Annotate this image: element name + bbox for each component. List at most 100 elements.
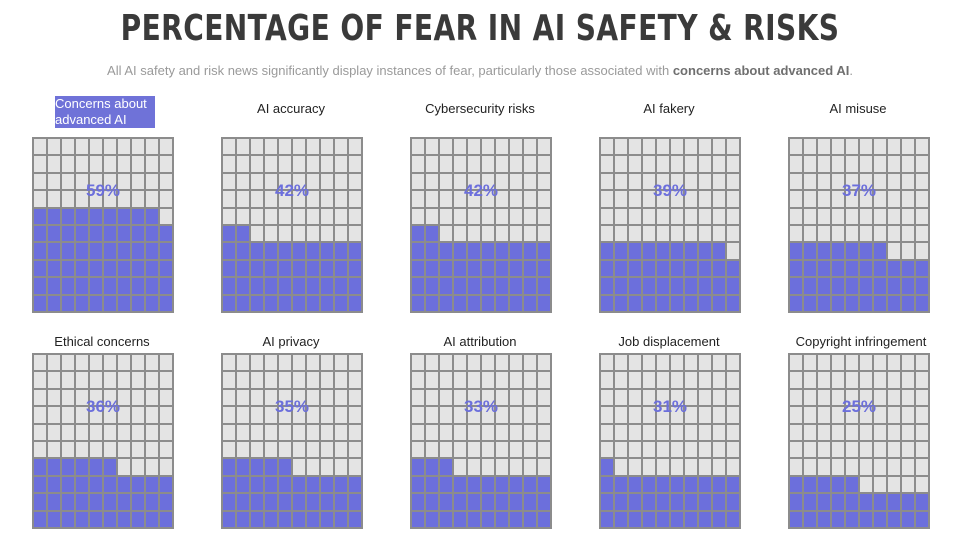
- waffle-cell: [495, 259, 509, 278]
- waffle-cell: [537, 138, 551, 156]
- panel-label-ai-attribution: AI attribution: [443, 334, 517, 349]
- waffle-cell: [306, 458, 320, 476]
- waffle-cell: [915, 294, 929, 312]
- waffle-cell: [600, 190, 614, 208]
- waffle-cell: [670, 406, 684, 424]
- waffle-cell: [131, 475, 145, 494]
- waffle-cell: [75, 172, 89, 191]
- waffle-cell: [334, 294, 348, 312]
- waffle-cell: [859, 294, 873, 312]
- waffle-cell: [614, 371, 628, 389]
- waffle-cell: [453, 207, 467, 225]
- waffle-cell: [89, 440, 103, 459]
- waffle-cell: [803, 277, 817, 295]
- waffle-cell: [453, 172, 467, 191]
- waffle-cell: [887, 138, 901, 156]
- waffle-cell: [915, 510, 929, 528]
- waffle-cell: [803, 475, 817, 494]
- waffle-cell: [103, 190, 117, 208]
- waffle-cell: [523, 354, 537, 372]
- waffle-cell: [159, 259, 173, 278]
- waffle-cell: [915, 388, 929, 407]
- waffle-cell: [845, 510, 859, 528]
- waffle-cell: [481, 277, 495, 295]
- waffle-cell: [817, 371, 831, 389]
- waffle-cell: [845, 155, 859, 173]
- waffle-cell: [145, 294, 159, 312]
- waffle-cell: [845, 354, 859, 372]
- waffle-cell: [859, 475, 873, 494]
- waffle-cell: [453, 493, 467, 511]
- panel-label-copyright-infringement: Copyright infringement: [795, 334, 927, 349]
- waffle-cell: [523, 207, 537, 225]
- waffle-cell: [845, 172, 859, 191]
- waffle-cell: [614, 207, 628, 225]
- waffle-cell: [89, 259, 103, 278]
- waffle-cell: [75, 155, 89, 173]
- waffle-cell: [264, 207, 278, 225]
- waffle-cell: [236, 294, 250, 312]
- waffle-cell: [439, 475, 453, 494]
- waffle-cell: [523, 294, 537, 312]
- waffle-cell: [712, 510, 726, 528]
- waffle-cell: [320, 406, 334, 424]
- waffle-cell: [614, 172, 628, 191]
- waffle-cell: [481, 155, 495, 173]
- waffle-cell: [831, 259, 845, 278]
- waffle-cell: [628, 406, 642, 424]
- waffle-cell: [887, 294, 901, 312]
- waffle-cell: [789, 388, 803, 407]
- waffle-cell: [250, 440, 264, 459]
- waffle-cell: [789, 242, 803, 260]
- waffle-cell: [887, 190, 901, 208]
- waffle-cell: [348, 371, 362, 389]
- waffle-cell: [159, 423, 173, 441]
- waffle-cell: [348, 224, 362, 243]
- waffle-cell: [670, 207, 684, 225]
- waffle-cell: [684, 190, 698, 208]
- waffle-cell: [887, 207, 901, 225]
- waffle-cell: [817, 242, 831, 260]
- waffle-cell: [600, 277, 614, 295]
- waffle-cell: [222, 510, 236, 528]
- waffle-cell: [264, 172, 278, 191]
- waffle-cell: [845, 190, 859, 208]
- waffle-cell: [250, 138, 264, 156]
- waffle-cell: [915, 440, 929, 459]
- waffle-cell: [789, 224, 803, 243]
- waffle-cell: [453, 423, 467, 441]
- waffle-cell: [250, 354, 264, 372]
- waffle-cell: [831, 510, 845, 528]
- waffle-cell: [89, 510, 103, 528]
- waffle-cell: [873, 371, 887, 389]
- waffle-cell: [278, 440, 292, 459]
- waffle-cell: [803, 294, 817, 312]
- waffle-cell: [789, 440, 803, 459]
- panel-label-ai-misuse: AI misuse: [829, 101, 887, 116]
- waffle-cell: [614, 493, 628, 511]
- waffle-cell: [467, 277, 481, 295]
- waffle-cell: [481, 172, 495, 191]
- waffle-cell: [600, 207, 614, 225]
- waffle-cell: [495, 277, 509, 295]
- waffle-cell: [278, 423, 292, 441]
- waffle-cell: [439, 294, 453, 312]
- waffle-cell: [117, 155, 131, 173]
- waffle-cell: [656, 242, 670, 260]
- waffle-cell: [656, 172, 670, 191]
- waffle-cell: [103, 207, 117, 225]
- waffle-cell: [348, 458, 362, 476]
- waffle-cell: [901, 190, 915, 208]
- waffle-cell: [859, 224, 873, 243]
- waffle-cell: [467, 138, 481, 156]
- waffle-cell: [131, 224, 145, 243]
- waffle-cell: [915, 259, 929, 278]
- waffle-cell: [642, 224, 656, 243]
- waffle-cell: [222, 423, 236, 441]
- waffle-grid-job-displacement: [599, 353, 741, 529]
- waffle-cell: [159, 190, 173, 208]
- waffle-cell: [873, 354, 887, 372]
- waffle-cell: [537, 172, 551, 191]
- waffle-cell: [901, 510, 915, 528]
- waffle-cell: [411, 475, 425, 494]
